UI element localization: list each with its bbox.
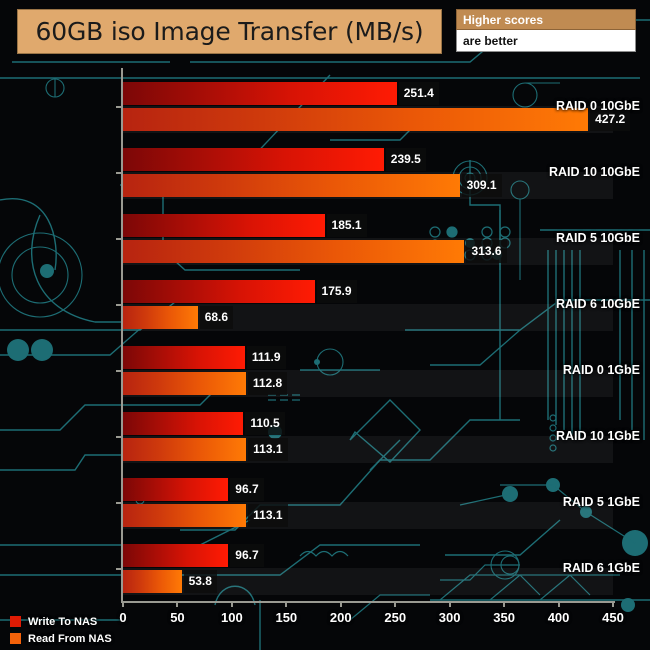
y-axis-label-raid-0-1gbe: RAID 0 1GbE (562, 363, 640, 377)
note-header: Higher scores (456, 9, 636, 30)
bar-value-label: 53.8 (183, 569, 217, 593)
bar-value-label: 175.9 (316, 279, 357, 303)
x-axis-label-50: 50 (170, 610, 185, 625)
x-axis-tick (285, 601, 288, 607)
bar-read (123, 305, 198, 329)
bar-value-label: 112.8 (247, 371, 288, 395)
x-axis-tick (612, 601, 614, 607)
bar-value-label: 110.5 (245, 411, 285, 435)
legend-label: Write To NAS (28, 615, 98, 628)
bar-value-label: 96.7 (230, 543, 264, 567)
x-axis-tick (176, 601, 179, 607)
bar-value-label: 185.1 (326, 213, 367, 237)
y-axis-tick (116, 568, 122, 570)
legend-item[interactable]: Read From NAS (10, 631, 112, 646)
bar-write (123, 147, 384, 171)
bar-write (123, 81, 397, 105)
legend-label: Read From NAS (28, 632, 112, 645)
bar-write (123, 411, 244, 435)
bar-value-label: 427.2 (590, 107, 631, 131)
y-axis-tick (116, 502, 122, 504)
x-axis-label-350: 350 (493, 610, 515, 625)
bar-read (123, 371, 246, 395)
chart-title-box: 60GB iso Image Transfer (MB/s) (17, 9, 442, 54)
x-axis-label-400: 400 (547, 610, 570, 625)
x-axis-tick (557, 601, 560, 607)
y-axis-label-raid-5-1gbe: RAID 5 1GbE (562, 495, 640, 509)
x-axis-label-0: 0 (119, 610, 127, 625)
legend-swatch-icon (10, 616, 21, 627)
y-axis-label-raid-5-10gbe: RAID 5 10GbE (555, 231, 640, 245)
chart-legend: Write To NAS Read From NAS (10, 614, 112, 648)
y-axis-label-raid-0-10gbe: RAID 0 10GbE (555, 99, 640, 113)
x-axis-label-200: 200 (329, 610, 352, 625)
bar-value-label: 113.1 (248, 437, 288, 461)
higher-scores-note: Higher scores are better (456, 9, 636, 52)
bar-value-label: 68.6 (199, 305, 234, 329)
bar-read (123, 107, 589, 131)
legend-swatch-icon (10, 633, 21, 644)
bar-value-label: 111.9 (246, 345, 286, 369)
x-axis-label-450: 450 (602, 610, 624, 625)
y-axis-tick (116, 172, 122, 174)
x-axis-tick (230, 601, 233, 607)
bar-value-label: 113.1 (248, 503, 288, 527)
bar-write (123, 213, 325, 237)
x-axis-label-300: 300 (438, 610, 461, 625)
y-axis-tick (116, 436, 122, 438)
legend-item[interactable]: Write To NAS (10, 614, 112, 629)
plot-area: 251.4 427.2 239.5 309.1 185.1 313.6 175.9 68.6 1… (123, 73, 631, 601)
x-axis-label-150: 150 (275, 610, 298, 625)
y-axis-tick (116, 370, 122, 372)
note-body: are better (456, 30, 636, 52)
x-axis-tick (503, 601, 506, 607)
x-axis-label-250: 250 (384, 610, 407, 625)
bar-value-label: 313.6 (466, 239, 507, 263)
bar-read (123, 239, 465, 263)
y-axis-line (121, 68, 123, 602)
bar-read (123, 437, 247, 461)
x-axis-label-100: 100 (221, 610, 243, 625)
bar-read (123, 569, 182, 593)
x-axis-tick (448, 601, 451, 607)
y-axis-label-raid-6-1gbe: RAID 6 1GbE (562, 561, 640, 575)
bar-value-label: 309.1 (461, 173, 502, 197)
bar-write (123, 543, 229, 567)
bar-value-label: 251.4 (398, 81, 439, 105)
y-axis-label-raid-10-1gbe: RAID 10 1GbE (555, 429, 640, 443)
x-axis-tick (122, 601, 124, 607)
y-axis-label-raid-10-10gbe: RAID 10 10GbE (548, 165, 640, 179)
x-axis-tick (339, 601, 342, 607)
y-axis-tick (116, 106, 122, 108)
y-axis-label-raid-6-10gbe: RAID 6 10GbE (555, 297, 640, 311)
x-axis-line (121, 601, 615, 603)
bar-write (123, 279, 315, 303)
bar-write (123, 477, 229, 501)
x-axis-tick (394, 601, 397, 607)
bar-write (123, 345, 245, 369)
page-title: 60GB iso Image Transfer (MB/s) (35, 17, 424, 46)
bar-value-label: 239.5 (385, 147, 426, 171)
bar-read (123, 503, 247, 527)
bar-value-label: 96.7 (230, 477, 264, 501)
y-axis-tick (116, 304, 122, 306)
bar-read (123, 173, 460, 197)
y-axis-tick (116, 238, 122, 240)
